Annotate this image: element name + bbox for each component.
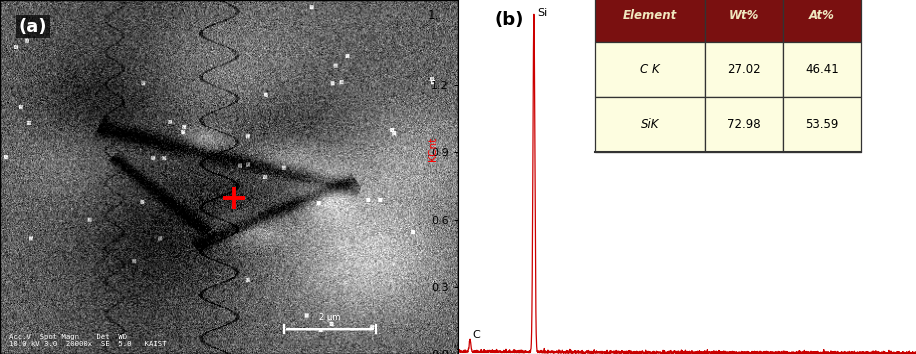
Bar <box>783 0 861 42</box>
Text: Element: Element <box>623 8 678 22</box>
Text: Si: Si <box>538 8 548 18</box>
Bar <box>705 42 783 97</box>
Text: Acc.V  Spot Magn    Det  WD
10.0 kV 3.0  20000x  SE  5.0   KAIST: Acc.V Spot Magn Det WD 10.0 kV 3.0 20000… <box>9 334 167 347</box>
Text: SiK: SiK <box>641 118 660 131</box>
Bar <box>783 97 861 152</box>
Bar <box>595 42 705 97</box>
Text: At%: At% <box>809 8 835 22</box>
Text: KCnt: KCnt <box>428 137 438 161</box>
Bar <box>705 0 783 42</box>
Text: 1.: 1. <box>427 9 439 22</box>
Bar <box>783 42 861 97</box>
Text: 72.98: 72.98 <box>727 118 761 131</box>
Text: 27.02: 27.02 <box>727 63 761 76</box>
Text: 53.59: 53.59 <box>805 118 839 131</box>
Text: 46.41: 46.41 <box>805 63 839 76</box>
Text: C K: C K <box>640 63 660 76</box>
Text: Wt%: Wt% <box>729 8 759 22</box>
Text: (a): (a) <box>18 18 47 36</box>
Text: 2 μm: 2 μm <box>319 313 341 322</box>
Bar <box>595 0 705 42</box>
Bar <box>705 97 783 152</box>
Text: (b): (b) <box>495 11 524 29</box>
Text: C: C <box>472 330 480 340</box>
Bar <box>595 97 705 152</box>
